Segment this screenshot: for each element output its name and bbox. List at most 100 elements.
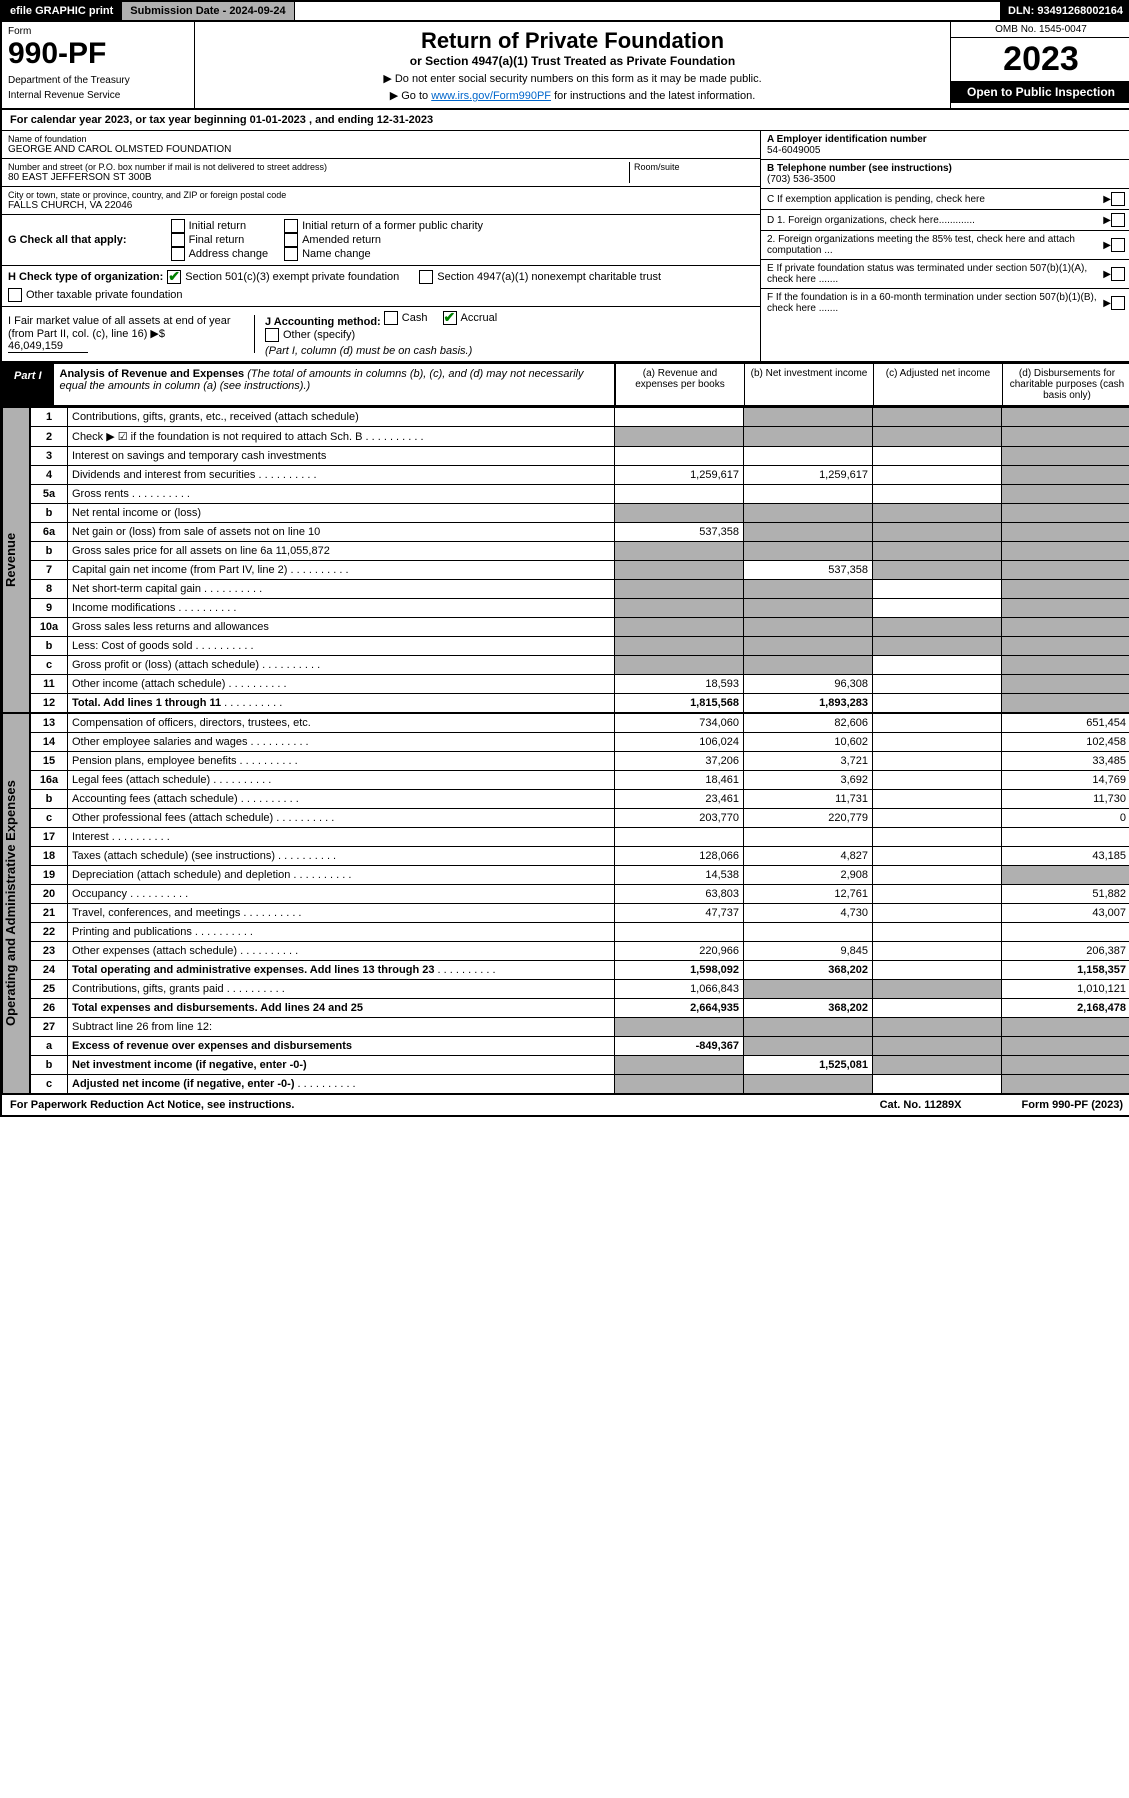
- accrual-checkbox[interactable]: [443, 311, 457, 325]
- cell-value: [873, 809, 1002, 828]
- cell-greyed: [1002, 1056, 1129, 1075]
- line-number: b: [31, 790, 68, 809]
- cell-greyed: [1002, 523, 1129, 542]
- cell-greyed: [873, 1018, 1002, 1037]
- exemption-pending-checkbox[interactable]: [1111, 192, 1125, 206]
- cell-value: [615, 447, 744, 466]
- table-row: 5aGross rents: [31, 485, 1129, 504]
- cell-value: [615, 828, 744, 847]
- page-footer: For Paperwork Reduction Act Notice, see …: [2, 1094, 1129, 1115]
- line-number: 27: [31, 1018, 68, 1037]
- 501c3-checkbox[interactable]: [167, 270, 181, 284]
- form-number: 990-PF: [8, 37, 188, 71]
- cell-greyed: [1002, 675, 1129, 694]
- cell-value: [615, 485, 744, 504]
- line-number: 10a: [31, 618, 68, 637]
- table-row: 9Income modifications: [31, 599, 1129, 618]
- line-number: 18: [31, 847, 68, 866]
- cell-value: [615, 408, 744, 427]
- cell-greyed: [873, 637, 1002, 656]
- line-number: 25: [31, 980, 68, 999]
- expenses-table: 13Compensation of officers, directors, t…: [30, 713, 1129, 1094]
- table-row: 11Other income (attach schedule)18,59396…: [31, 675, 1129, 694]
- goto-note: ▶ Go to www.irs.gov/Form990PF for instru…: [201, 89, 944, 102]
- cell-greyed: [615, 427, 744, 447]
- cell-value: 3,692: [744, 771, 873, 790]
- cell-greyed: [744, 1037, 873, 1056]
- line-description: Contributions, gifts, grants paid: [68, 980, 615, 999]
- cell-value: 1,010,121: [1002, 980, 1129, 999]
- cell-value: [873, 599, 1002, 618]
- cell-value: 220,779: [744, 809, 873, 828]
- other-taxable-checkbox[interactable]: [8, 288, 22, 302]
- line-number: 2: [31, 427, 68, 447]
- table-row: 3Interest on savings and temporary cash …: [31, 447, 1129, 466]
- table-row: 18Taxes (attach schedule) (see instructi…: [31, 847, 1129, 866]
- cell-value: [1002, 828, 1129, 847]
- section-h: H Check type of organization: Section 50…: [2, 266, 760, 307]
- line-description: Interest: [68, 828, 615, 847]
- cell-value: 1,158,357: [1002, 961, 1129, 980]
- cell-greyed: [1002, 1018, 1129, 1037]
- section-g: G Check all that apply: Initial return F…: [2, 215, 760, 266]
- foundation-name: GEORGE AND CAROL OLMSTED FOUNDATION: [8, 144, 754, 155]
- line-description: Printing and publications: [68, 923, 615, 942]
- line-number: b: [31, 542, 68, 561]
- cell-value: [744, 923, 873, 942]
- address-change-checkbox[interactable]: [171, 247, 185, 261]
- expenses-side-label: Operating and Administrative Expenses: [2, 713, 30, 1094]
- name-change-checkbox[interactable]: [284, 247, 298, 261]
- cell-value: 1,598,092: [615, 961, 744, 980]
- line-description: Depreciation (attach schedule) and deple…: [68, 866, 615, 885]
- cash-checkbox[interactable]: [384, 311, 398, 325]
- other-method-checkbox[interactable]: [265, 328, 279, 342]
- cell-greyed: [1002, 561, 1129, 580]
- initial-return-checkbox[interactable]: [171, 219, 185, 233]
- cell-value: 10,602: [744, 733, 873, 752]
- calendar-year-line: For calendar year 2023, or tax year begi…: [2, 110, 1129, 131]
- part1-title: Analysis of Revenue and Expenses (The to…: [54, 364, 614, 405]
- line-description: Excess of revenue over expenses and disb…: [68, 1037, 615, 1056]
- cell-value: 128,066: [615, 847, 744, 866]
- table-row: aExcess of revenue over expenses and dis…: [31, 1037, 1129, 1056]
- table-row: cAdjusted net income (if negative, enter…: [31, 1075, 1129, 1094]
- line-number: 22: [31, 923, 68, 942]
- cell-value: [873, 675, 1002, 694]
- city-cell: City or town, state or province, country…: [2, 187, 760, 215]
- foreign-org-checkbox[interactable]: [1111, 213, 1125, 227]
- former-charity-checkbox[interactable]: [284, 219, 298, 233]
- amended-return-checkbox[interactable]: [284, 233, 298, 247]
- line-description: Accounting fees (attach schedule): [68, 790, 615, 809]
- 85pct-test-checkbox[interactable]: [1111, 238, 1125, 252]
- table-row: cGross profit or (loss) (attach schedule…: [31, 656, 1129, 675]
- line-number: 4: [31, 466, 68, 485]
- line-number: 1: [31, 408, 68, 427]
- cell-value: 651,454: [1002, 714, 1129, 733]
- cell-greyed: [873, 408, 1002, 427]
- line-description: Gross sales less returns and allowances: [68, 618, 615, 637]
- cell-greyed: [615, 1056, 744, 1075]
- 4947-checkbox[interactable]: [419, 270, 433, 284]
- line-description: Net rental income or (loss): [68, 504, 615, 523]
- cell-value: -849,367: [615, 1037, 744, 1056]
- form-ref: Form 990-PF (2023): [1022, 1099, 1123, 1111]
- cell-greyed: [1002, 694, 1129, 713]
- status-terminated-checkbox[interactable]: [1111, 267, 1125, 281]
- table-row: bNet investment income (if negative, ent…: [31, 1056, 1129, 1075]
- form-link[interactable]: www.irs.gov/Form990PF: [431, 90, 551, 102]
- table-row: 24Total operating and administrative exp…: [31, 961, 1129, 980]
- 60month-checkbox[interactable]: [1111, 296, 1125, 310]
- line-number: 21: [31, 904, 68, 923]
- col-c-header: (c) Adjusted net income: [873, 364, 1002, 405]
- cell-value: 0: [1002, 809, 1129, 828]
- table-row: bLess: Cost of goods sold: [31, 637, 1129, 656]
- table-row: cOther professional fees (attach schedul…: [31, 809, 1129, 828]
- cell-value: 2,908: [744, 866, 873, 885]
- top-bar: efile GRAPHIC print Submission Date - 20…: [2, 2, 1129, 22]
- line-number: c: [31, 1075, 68, 1094]
- cell-greyed: [1002, 580, 1129, 599]
- cell-greyed: [744, 637, 873, 656]
- final-return-checkbox[interactable]: [171, 233, 185, 247]
- street-address: 80 EAST JEFFERSON ST 300B: [8, 172, 629, 183]
- section-i-j: I Fair market value of all assets at end…: [2, 307, 760, 361]
